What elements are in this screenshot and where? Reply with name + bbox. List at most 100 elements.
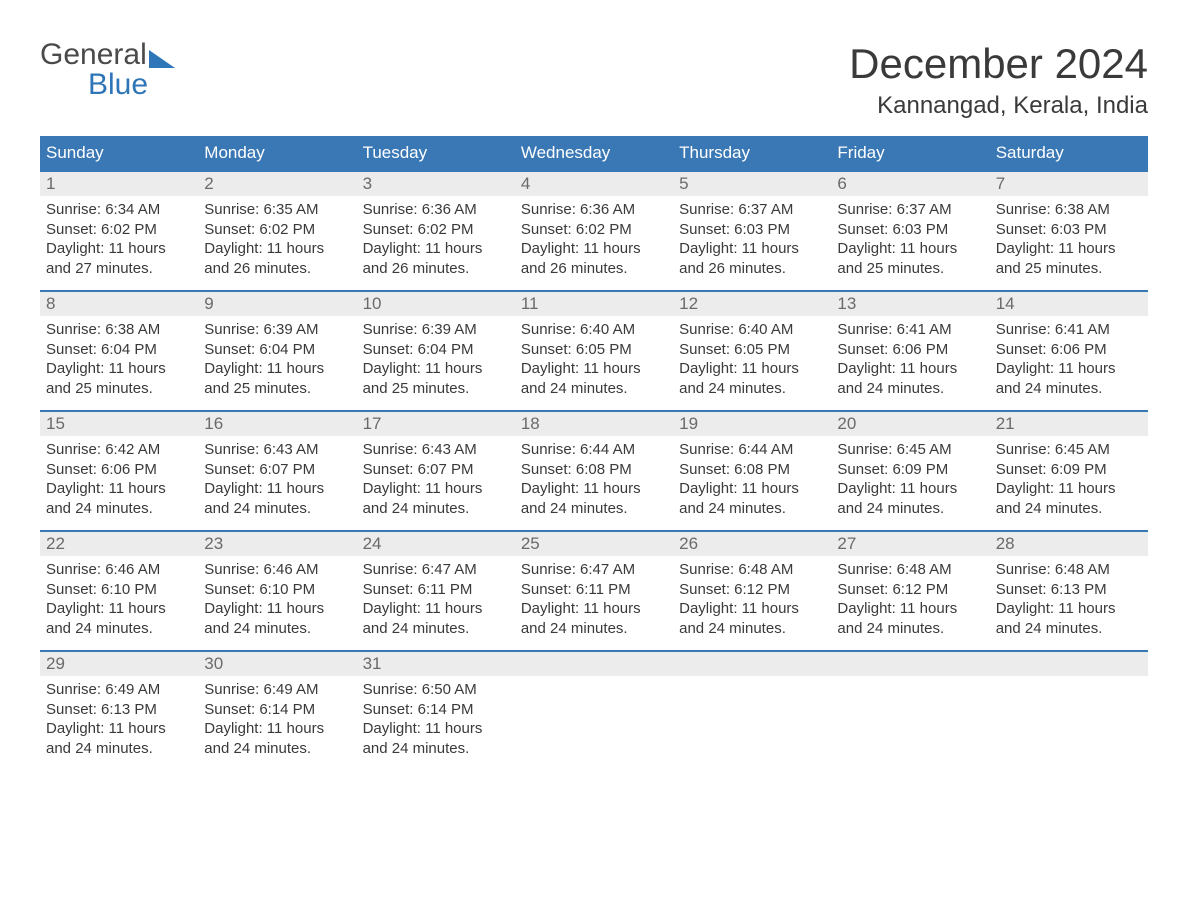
calendar-day-cell: 22Sunrise: 6:46 AMSunset: 6:10 PMDayligh… [40,532,198,650]
day-details: Sunrise: 6:45 AMSunset: 6:09 PMDaylight:… [990,436,1148,524]
day-detail-line: Sunrise: 6:48 AM [996,560,1142,580]
day-details: Sunrise: 6:39 AMSunset: 6:04 PMDaylight:… [357,316,515,404]
day-number: 8 [40,292,198,316]
day-details: Sunrise: 6:37 AMSunset: 6:03 PMDaylight:… [831,196,989,284]
weekday-header-cell: Sunday [40,136,198,170]
day-detail-line: and 25 minutes. [837,259,983,279]
day-number: 10 [357,292,515,316]
day-details: Sunrise: 6:47 AMSunset: 6:11 PMDaylight:… [515,556,673,644]
day-detail-line: Daylight: 11 hours [837,359,983,379]
day-detail-line: Sunrise: 6:45 AM [996,440,1142,460]
day-number: 3 [357,172,515,196]
day-detail-line: Daylight: 11 hours [204,239,350,259]
day-detail-line: Sunset: 6:03 PM [996,220,1142,240]
day-number: 17 [357,412,515,436]
day-number: 11 [515,292,673,316]
day-detail-line: Sunrise: 6:34 AM [46,200,192,220]
day-detail-line: Daylight: 11 hours [996,599,1142,619]
calendar-day-cell: 25Sunrise: 6:47 AMSunset: 6:11 PMDayligh… [515,532,673,650]
day-detail-line: Daylight: 11 hours [521,359,667,379]
day-number: 23 [198,532,356,556]
day-detail-line: Sunset: 6:02 PM [363,220,509,240]
calendar-week-row: 1Sunrise: 6:34 AMSunset: 6:02 PMDaylight… [40,170,1148,290]
day-details: Sunrise: 6:45 AMSunset: 6:09 PMDaylight:… [831,436,989,524]
empty-day-bar [831,652,989,676]
day-detail-line: Sunrise: 6:38 AM [46,320,192,340]
day-detail-line: Sunrise: 6:46 AM [204,560,350,580]
day-number: 4 [515,172,673,196]
day-details: Sunrise: 6:34 AMSunset: 6:02 PMDaylight:… [40,196,198,284]
calendar-day-cell: 10Sunrise: 6:39 AMSunset: 6:04 PMDayligh… [357,292,515,410]
day-detail-line: Sunset: 6:02 PM [521,220,667,240]
day-detail-line: and 24 minutes. [837,499,983,519]
day-detail-line: Daylight: 11 hours [521,479,667,499]
day-details: Sunrise: 6:43 AMSunset: 6:07 PMDaylight:… [357,436,515,524]
day-detail-line: Sunset: 6:04 PM [46,340,192,360]
calendar-week-row: 15Sunrise: 6:42 AMSunset: 6:06 PMDayligh… [40,410,1148,530]
day-detail-line: Sunrise: 6:48 AM [837,560,983,580]
day-detail-line: Sunset: 6:12 PM [679,580,825,600]
calendar-day-cell: 7Sunrise: 6:38 AMSunset: 6:03 PMDaylight… [990,172,1148,290]
day-details: Sunrise: 6:41 AMSunset: 6:06 PMDaylight:… [990,316,1148,404]
day-detail-line: Daylight: 11 hours [996,359,1142,379]
day-detail-line: Sunset: 6:06 PM [996,340,1142,360]
day-detail-line: Sunset: 6:11 PM [521,580,667,600]
day-detail-line: Sunrise: 6:39 AM [363,320,509,340]
day-number: 13 [831,292,989,316]
day-detail-line: Daylight: 11 hours [679,599,825,619]
day-detail-line: Sunset: 6:10 PM [46,580,192,600]
day-detail-line: Daylight: 11 hours [46,479,192,499]
day-detail-line: Daylight: 11 hours [679,359,825,379]
day-details: Sunrise: 6:37 AMSunset: 6:03 PMDaylight:… [673,196,831,284]
day-detail-line: and 26 minutes. [679,259,825,279]
day-details: Sunrise: 6:49 AMSunset: 6:13 PMDaylight:… [40,676,198,764]
day-detail-line: Sunrise: 6:40 AM [679,320,825,340]
calendar-day-cell: 18Sunrise: 6:44 AMSunset: 6:08 PMDayligh… [515,412,673,530]
day-detail-line: Daylight: 11 hours [679,239,825,259]
weekday-header-cell: Wednesday [515,136,673,170]
calendar-day-cell: 3Sunrise: 6:36 AMSunset: 6:02 PMDaylight… [357,172,515,290]
day-detail-line: and 24 minutes. [204,499,350,519]
day-details: Sunrise: 6:36 AMSunset: 6:02 PMDaylight:… [357,196,515,284]
day-detail-line: Sunrise: 6:35 AM [204,200,350,220]
day-detail-line: and 24 minutes. [204,739,350,759]
day-number: 14 [990,292,1148,316]
day-number: 1 [40,172,198,196]
calendar-day-cell: 16Sunrise: 6:43 AMSunset: 6:07 PMDayligh… [198,412,356,530]
day-detail-line: and 25 minutes. [204,379,350,399]
day-details: Sunrise: 6:49 AMSunset: 6:14 PMDaylight:… [198,676,356,764]
calendar-week-row: 29Sunrise: 6:49 AMSunset: 6:13 PMDayligh… [40,650,1148,770]
day-detail-line: Sunrise: 6:48 AM [679,560,825,580]
empty-day-bar [990,652,1148,676]
calendar-day-cell: 2Sunrise: 6:35 AMSunset: 6:02 PMDaylight… [198,172,356,290]
day-detail-line: Sunrise: 6:49 AM [204,680,350,700]
calendar-week-row: 22Sunrise: 6:46 AMSunset: 6:10 PMDayligh… [40,530,1148,650]
weekday-header-cell: Friday [831,136,989,170]
day-details: Sunrise: 6:48 AMSunset: 6:12 PMDaylight:… [673,556,831,644]
day-details: Sunrise: 6:48 AMSunset: 6:12 PMDaylight:… [831,556,989,644]
calendar-day-cell: 24Sunrise: 6:47 AMSunset: 6:11 PMDayligh… [357,532,515,650]
day-detail-line: and 24 minutes. [521,379,667,399]
weekday-header-cell: Saturday [990,136,1148,170]
day-detail-line: and 27 minutes. [46,259,192,279]
day-number: 12 [673,292,831,316]
day-number: 22 [40,532,198,556]
day-detail-line: Daylight: 11 hours [363,599,509,619]
day-detail-line: Sunrise: 6:49 AM [46,680,192,700]
day-detail-line: and 24 minutes. [837,619,983,639]
empty-day-bar [673,652,831,676]
day-details: Sunrise: 6:40 AMSunset: 6:05 PMDaylight:… [673,316,831,404]
day-detail-line: and 24 minutes. [837,379,983,399]
day-detail-line: Daylight: 11 hours [996,239,1142,259]
day-number: 26 [673,532,831,556]
day-detail-line: Sunrise: 6:47 AM [521,560,667,580]
calendar-day-cell: 19Sunrise: 6:44 AMSunset: 6:08 PMDayligh… [673,412,831,530]
day-detail-line: Sunrise: 6:44 AM [679,440,825,460]
day-detail-line: Daylight: 11 hours [521,239,667,259]
day-detail-line: Sunset: 6:08 PM [679,460,825,480]
day-detail-line: and 24 minutes. [996,619,1142,639]
day-detail-line: Sunrise: 6:46 AM [46,560,192,580]
empty-day-bar [515,652,673,676]
day-number: 6 [831,172,989,196]
day-details: Sunrise: 6:38 AMSunset: 6:03 PMDaylight:… [990,196,1148,284]
